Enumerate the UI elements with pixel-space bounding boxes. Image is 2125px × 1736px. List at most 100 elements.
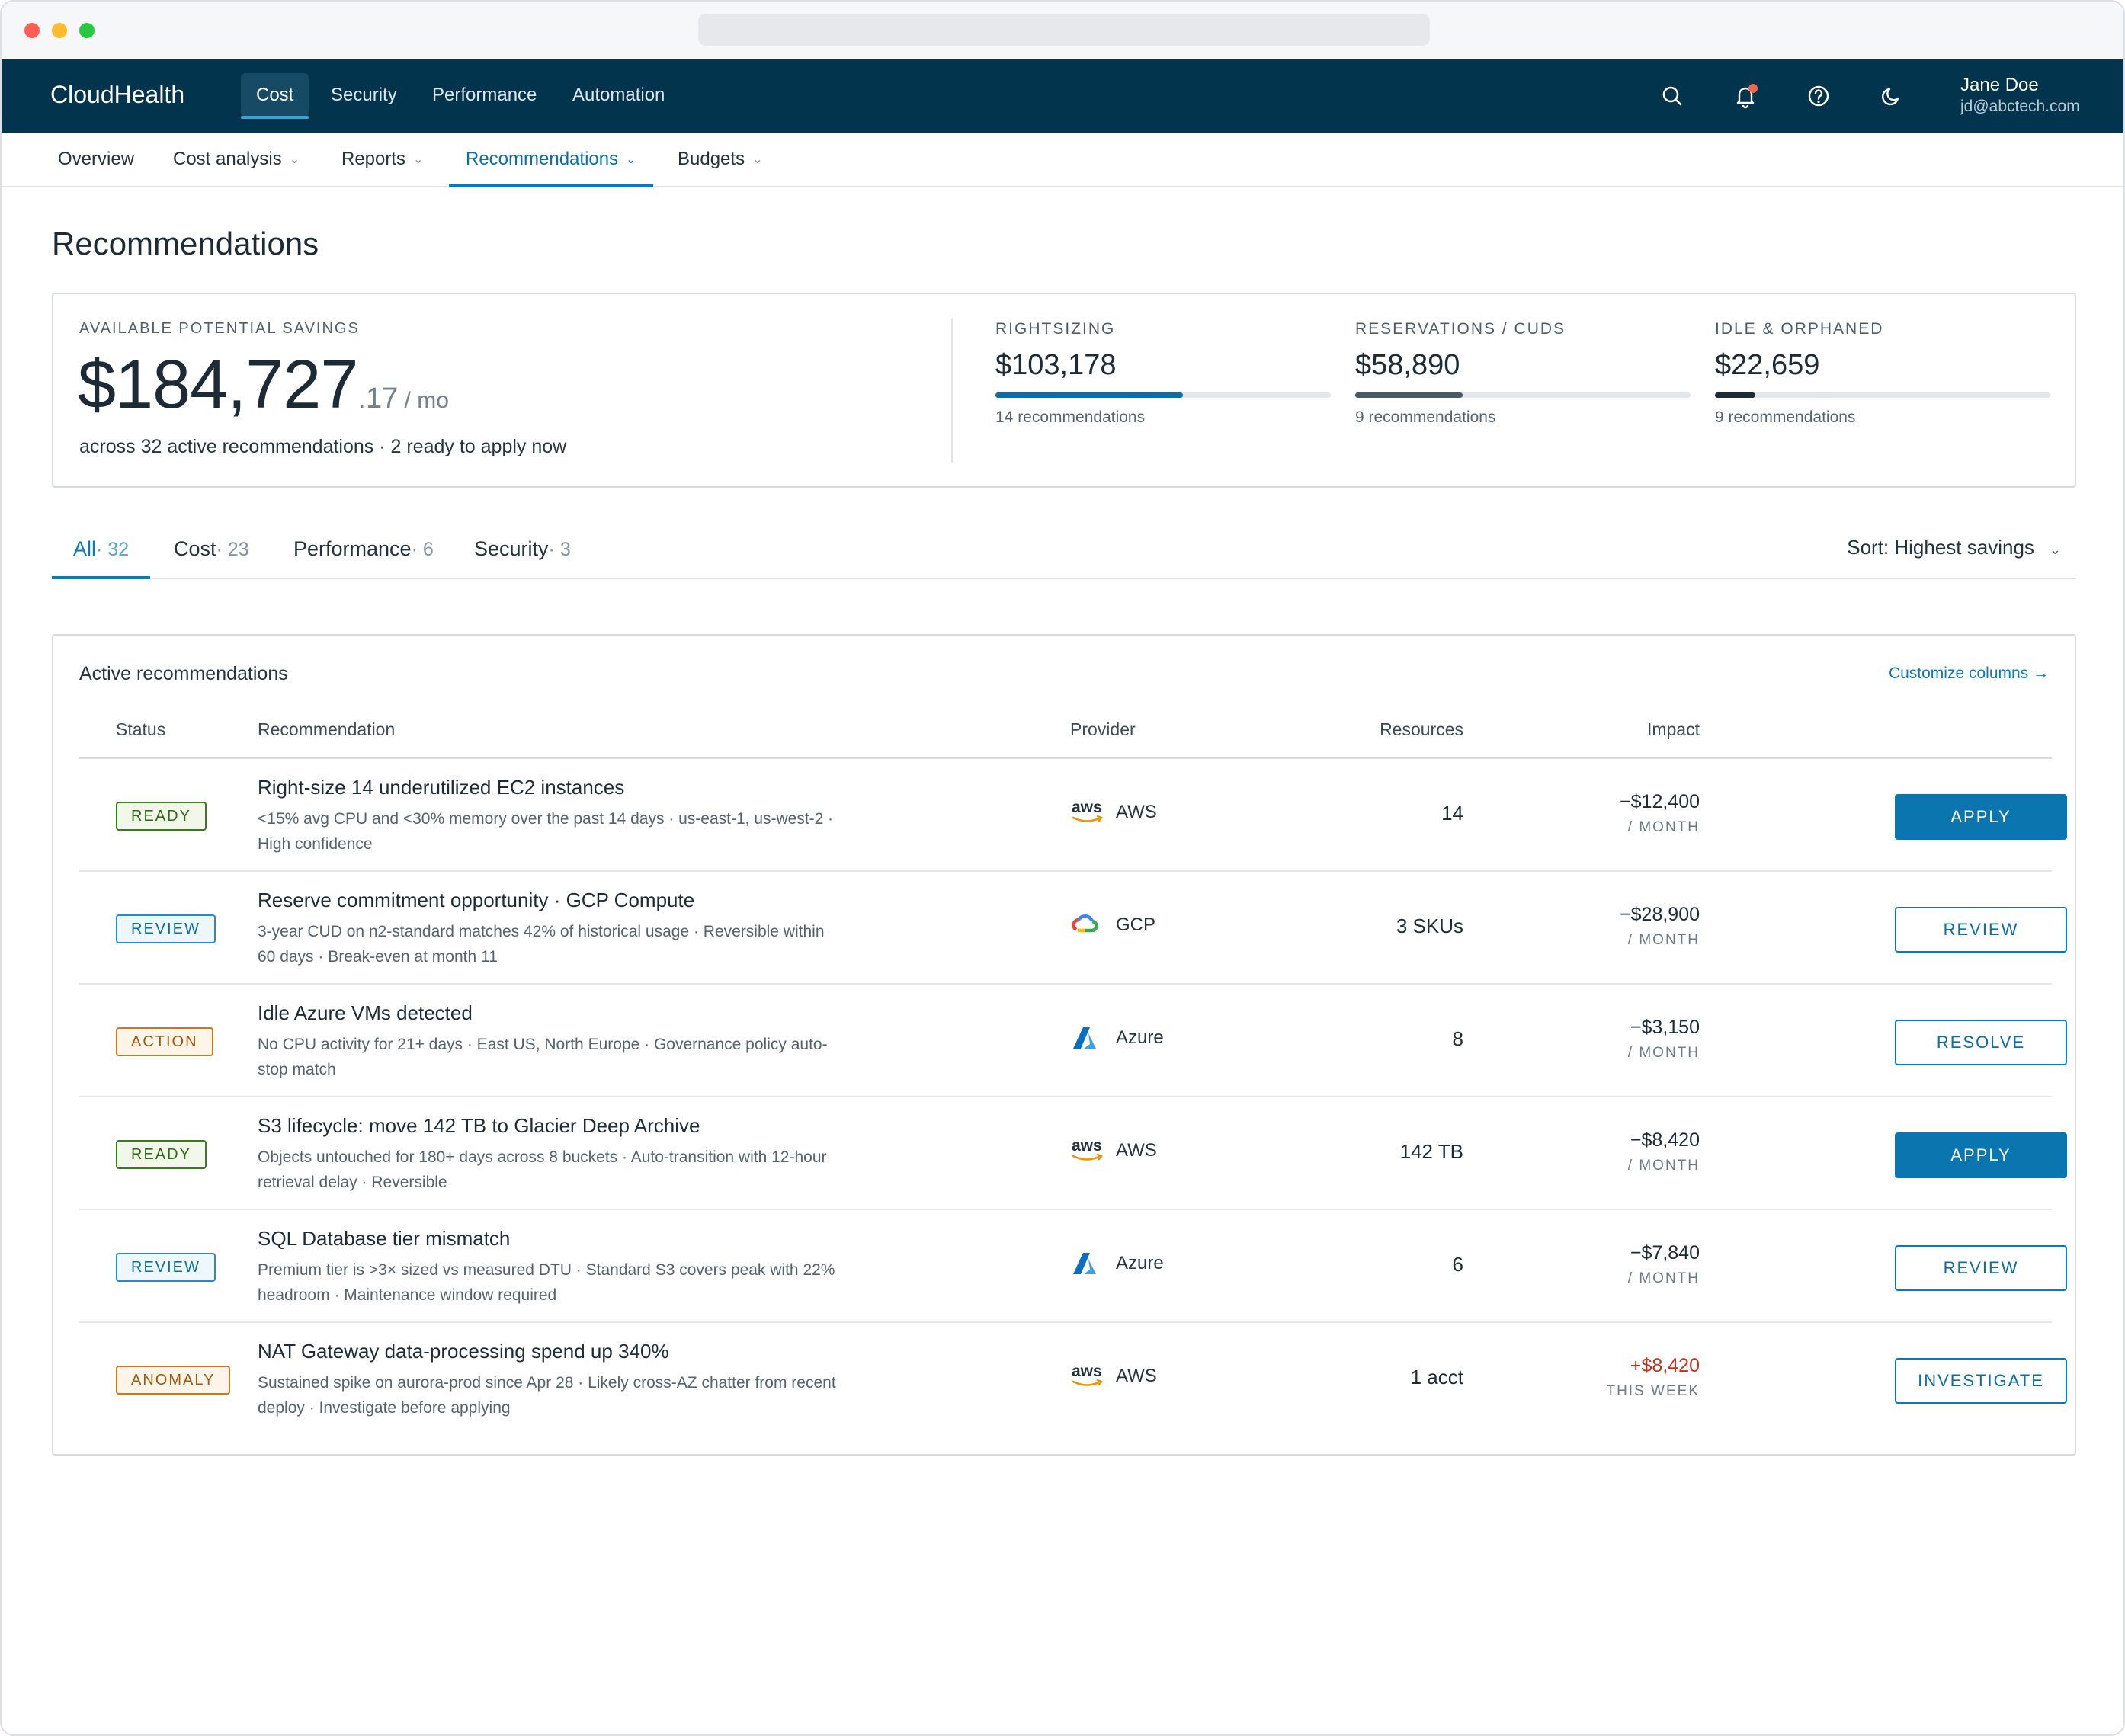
customize-columns-link[interactable]: Customize columns → [1888, 665, 2049, 682]
category-idle-orphaned[interactable]: IDLE & ORPHANED $22,659 9 recommendation… [1715, 320, 2050, 427]
svg-text:aws: aws [1072, 1137, 1102, 1155]
category-label: RIGHTSIZING [995, 320, 1116, 338]
topnav-tab-security[interactable]: Security [331, 85, 397, 105]
impact-period: THIS WEEK [1606, 1383, 1700, 1399]
impact-period: / MONTH [1627, 1045, 1700, 1061]
recommendation-title[interactable]: NAT Gateway data-processing spend up 340… [258, 1340, 669, 1363]
chevron-down-icon: ⌄ [752, 152, 763, 166]
subnav-tab-budgets[interactable]: Budgets ⌄ [661, 133, 779, 187]
category-amount: $58,890 [1355, 349, 1460, 381]
savings-amount-dollars: $184,727 [78, 347, 358, 423]
topnav-tab-automation[interactable]: Automation [572, 85, 665, 105]
azure-logo [1070, 1248, 1107, 1279]
sub-navigation: Overview Cost analysis ⌄ Reports ⌄ Recomme… [2, 133, 2123, 187]
subnav-tab-overview[interactable]: Overview [41, 133, 151, 187]
category-reservations[interactable]: RESERVATIONS / CUDS $58,890 9 recommenda… [1355, 320, 1691, 427]
column-header-recommendation[interactable]: Recommendation [258, 719, 396, 739]
subnav-tab-reports[interactable]: Reports ⌄ [325, 133, 440, 187]
category-note: 9 recommendations [1355, 408, 1496, 426]
table-row[interactable]: READY Right-size 14 underutilized EC2 ins… [79, 759, 2067, 872]
bell-icon[interactable] [1732, 82, 1759, 110]
filter-tab-count: · 6 [411, 539, 434, 560]
recommendation-title[interactable]: SQL Database tier mismatch [258, 1227, 511, 1250]
minimize-window-button[interactable] [52, 23, 67, 38]
gcp-logo [1070, 910, 1107, 940]
column-header-provider[interactable]: Provider [1070, 719, 1136, 739]
investigate-button[interactable]: INVESTIGATE [1895, 1358, 2067, 1404]
maximize-window-button[interactable] [79, 23, 95, 38]
subnav-tab-label: Recommendations [466, 149, 619, 169]
resources-count: 8 [1452, 1027, 1463, 1050]
subnav-tab-cost-analysis[interactable]: Cost analysis ⌄ [156, 133, 316, 187]
recommendation-description: <15% avg CPU and <30% memory over the pa… [258, 810, 834, 853]
filter-tab-count: · 23 [216, 539, 249, 560]
chevron-down-icon: ⌄ [413, 152, 424, 166]
impact-value: −$3,150 [1630, 1017, 1700, 1038]
topnav-tab-cost[interactable]: Cost [241, 73, 309, 119]
apply-button[interactable]: APPLY [1895, 794, 2067, 840]
user-email: jd@abctech.com [1960, 98, 2080, 115]
notification-dot [1748, 84, 1758, 93]
table-row[interactable]: ANOMALY NAT Gateway data-processing spend… [79, 1323, 2067, 1436]
subnav-tab-recommendations[interactable]: Recommendations ⌄ [449, 133, 653, 187]
impact-cell: −$12,400 / MONTH [1620, 791, 1700, 836]
category-progress-fill [995, 392, 1184, 398]
filter-tab-label: Performance [293, 537, 412, 560]
resources-count: 3 SKUs [1396, 914, 1463, 937]
filter-tab-all[interactable]: All· 32 [52, 520, 151, 579]
impact-period: / MONTH [1627, 932, 1700, 948]
table-row[interactable]: REVIEW Reserve commitment opportunity · G… [79, 872, 2067, 985]
review-button[interactable]: REVIEW [1895, 1245, 2067, 1291]
table-row[interactable]: READY S3 lifecycle: move 142 TB to Glacie… [79, 1097, 2067, 1210]
column-header-status[interactable]: Status [116, 719, 166, 739]
table-row[interactable]: REVIEW SQL Database tier mismatch Premium … [79, 1210, 2067, 1323]
filter-tab-label: Security [474, 537, 549, 560]
recommendations-table-card: Active recommendations Customize columns… [52, 634, 2076, 1456]
filter-tab-security[interactable]: Security· 3 [453, 520, 592, 579]
provider-name: GCP [1116, 914, 1156, 935]
resolve-button[interactable]: RESOLVE [1895, 1020, 2067, 1065]
impact-value: +$8,420 [1630, 1355, 1700, 1376]
filter-tab-cost[interactable]: Cost· 23 [152, 520, 271, 579]
recommendation-title[interactable]: Right-size 14 underutilized EC2 instance… [258, 776, 625, 799]
top-navigation: CloudHealth Cost Security Performance Au… [2, 59, 2123, 133]
close-window-button[interactable] [24, 23, 40, 38]
column-header-resources[interactable]: Resources [1380, 719, 1463, 739]
subnav-tab-label: Budgets [678, 149, 745, 169]
chevron-down-icon: ⌄ [289, 152, 300, 166]
recommendation-description: No CPU activity for 21+ days · East US, … [258, 1036, 828, 1078]
category-progress-bar [1355, 392, 1691, 398]
status-badge: ACTION [116, 1027, 213, 1056]
window-chrome [2, 2, 2123, 59]
resources-count: 142 TB [1399, 1140, 1463, 1163]
recommendation-description: Objects untouched for 180+ days across 8… [258, 1148, 827, 1191]
user-menu[interactable]: Jane Doe jd@abctech.com [1960, 75, 2080, 116]
table-row[interactable]: ACTION Idle Azure VMs detected No CPU acti… [79, 985, 2067, 1097]
impact-value: −$7,840 [1630, 1242, 1700, 1264]
category-amount: $103,178 [995, 349, 1117, 381]
status-badge: REVIEW [116, 914, 216, 943]
apply-button[interactable]: APPLY [1895, 1132, 2067, 1178]
topnav-tab-performance[interactable]: Performance [432, 85, 537, 105]
column-header-impact[interactable]: Impact [1646, 719, 1700, 739]
category-rightsizing[interactable]: RIGHTSIZING $103,178 14 recommendations [995, 320, 1331, 427]
address-bar[interactable] [698, 14, 1430, 46]
status-badge: READY [116, 802, 207, 831]
brand-logo[interactable]: CloudHealth [50, 81, 185, 108]
review-button[interactable]: REVIEW [1895, 907, 2067, 953]
search-icon[interactable] [1659, 82, 1686, 110]
table-header: Status Recommendation Provider Resources… [79, 712, 2052, 759]
recommendation-title[interactable]: S3 lifecycle: move 142 TB to Glacier Dee… [258, 1114, 700, 1137]
recommendation-title[interactable]: Idle Azure VMs detected [258, 1001, 473, 1024]
chevron-down-icon: ⌄ [626, 152, 636, 166]
filter-tab-performance[interactable]: Performance· 6 [272, 520, 455, 579]
recommendation-title[interactable]: Reserve commitment opportunity · GCP Com… [258, 889, 695, 911]
impact-value: −$8,420 [1630, 1129, 1700, 1151]
moon-icon[interactable] [1878, 82, 1905, 110]
help-icon[interactable] [1805, 82, 1832, 110]
sort-dropdown[interactable]: Sort: Highest savings ⌄ [1847, 520, 2076, 575]
resources-count: 6 [1452, 1253, 1463, 1276]
impact-value: −$12,400 [1620, 791, 1700, 812]
aws-logo: aws [1070, 797, 1107, 828]
